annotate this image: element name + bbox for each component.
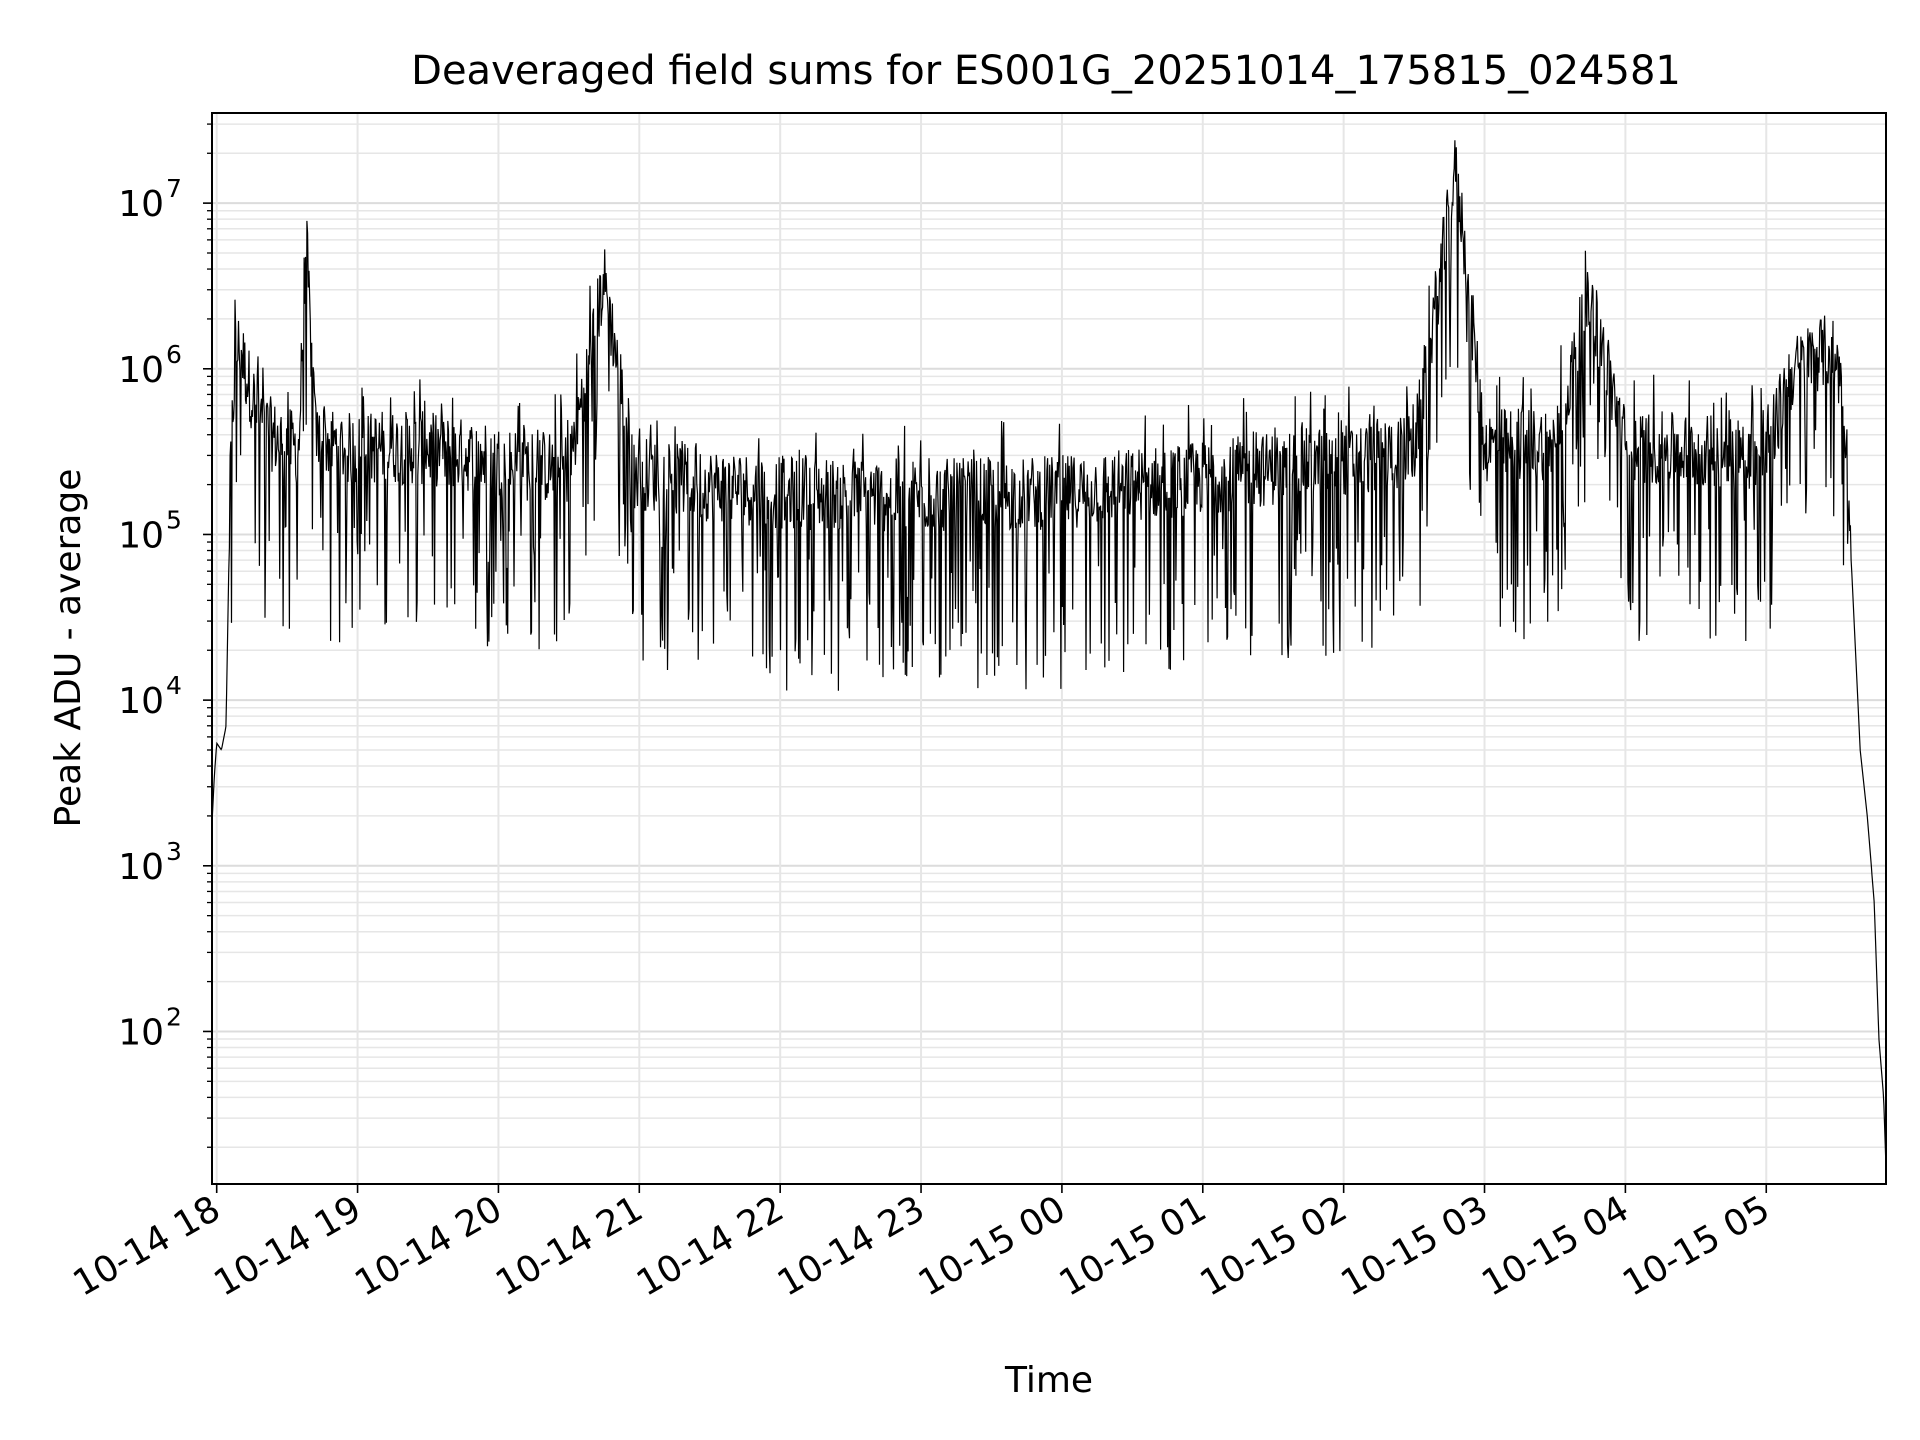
- y-tick-label: 10 4: [118, 671, 182, 722]
- x-axis-label: Time: [1004, 1360, 1093, 1401]
- y-tick-label-base: 10: [118, 350, 164, 391]
- y-tick-label: 10 6: [118, 340, 182, 391]
- y-tick-label-exponent: 3: [166, 837, 182, 866]
- y-axis-label: Peak ADU - average: [48, 469, 89, 828]
- y-tick-label: 10 5: [118, 505, 182, 556]
- grid: [212, 113, 1886, 1184]
- y-tick-label-base: 10: [118, 847, 164, 888]
- y-tick-label: 10 3: [118, 837, 182, 888]
- y-tick-label-exponent: 2: [166, 1002, 182, 1031]
- y-tick-label-exponent: 5: [166, 505, 182, 534]
- y-tick-label-exponent: 4: [166, 671, 182, 700]
- series-line: [212, 140, 1886, 1168]
- plot-area: [212, 140, 1886, 1168]
- y-tick-label: 10 2: [118, 1002, 182, 1053]
- y-tick-label-exponent: 7: [166, 174, 182, 203]
- y-tick-label-base: 10: [118, 515, 164, 556]
- plot-frame: [211, 112, 1887, 1185]
- y-tick-label-exponent: 6: [166, 340, 182, 369]
- y-tick-label-base: 10: [118, 184, 164, 225]
- y-tick-label-base: 10: [118, 681, 164, 722]
- y-tick-label: 10 7: [118, 174, 182, 225]
- y-tick-label-base: 10: [118, 1012, 164, 1053]
- chart-title: Deaveraged field sums for ES001G_2025101…: [411, 48, 1681, 94]
